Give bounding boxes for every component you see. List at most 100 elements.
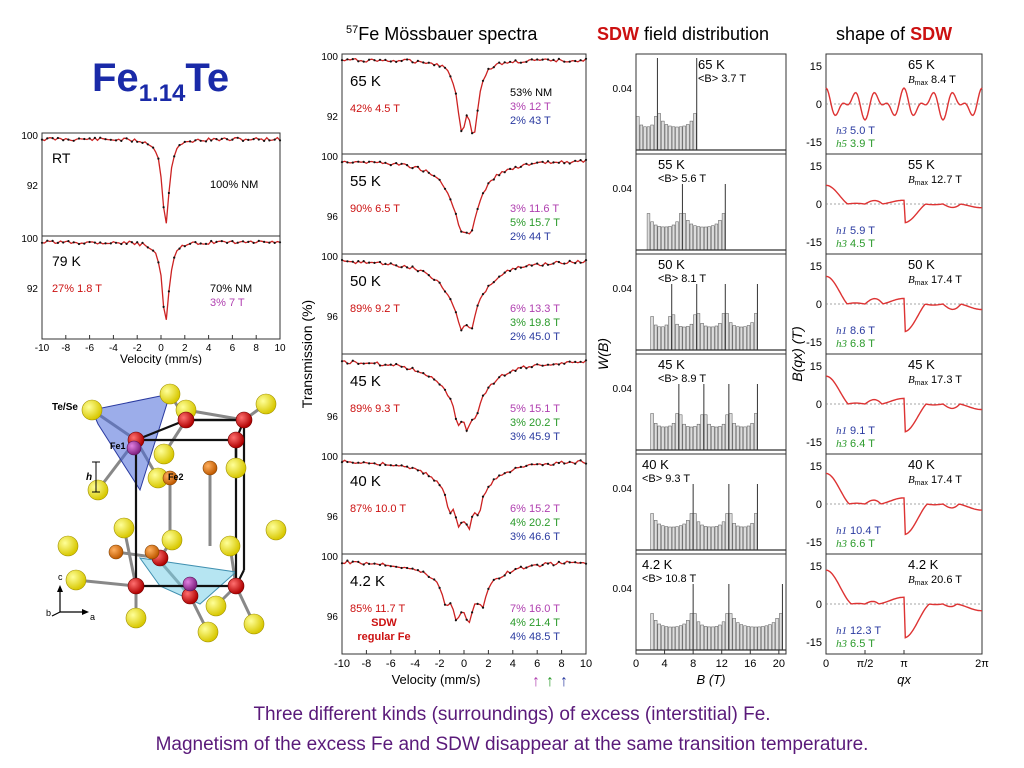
moss-spectrum-data-point [427, 61, 430, 64]
x-tick-label: -10 [35, 343, 50, 354]
harmonic-label: h1 12.3 T [836, 625, 881, 637]
left-spectrum-data-point [273, 138, 276, 141]
x-axis-label: Velocity (mm/s) [392, 672, 481, 687]
distribution-bar [671, 126, 676, 151]
left-spectrum-data-point [194, 241, 197, 244]
y-tick-label: 0 [816, 499, 822, 511]
moss-spectrum-data-point [454, 619, 457, 622]
te-se-atom [65, 569, 87, 591]
moss-spectrum-data-point [546, 562, 550, 565]
moss-spectrum-data-point [422, 170, 425, 173]
distribution-bar [771, 622, 776, 651]
avg-b-label: <B> 9.3 T [642, 473, 690, 485]
bmax-label: Bmax 17.3 T [908, 374, 962, 387]
moss-spectrum-data-point [579, 459, 582, 462]
distribution-bar [668, 425, 672, 451]
distribution-bar [718, 426, 722, 451]
distribution-bar [743, 625, 747, 651]
moss-spectrum-data-point [378, 160, 382, 163]
moss-spectrum-data-point [563, 462, 566, 465]
moss-spectrum-data-point [460, 129, 463, 133]
distribution-bar [679, 126, 683, 151]
distribution-bar [682, 523, 686, 551]
left-spectrum-data-point [199, 139, 202, 142]
distribution-bar [689, 120, 694, 151]
moss-spectrum-data-point [438, 281, 441, 284]
moss-spectrum-data-point [584, 462, 588, 465]
x-tick-label: 0 [158, 343, 164, 354]
moss-spectrum-data-point [514, 59, 517, 62]
moss-spectrum-data-point [400, 266, 403, 269]
moss-spectrum-data-point [438, 65, 441, 68]
moss-spectrum-data-point [541, 58, 544, 61]
axis-indicator: c b a [46, 572, 95, 622]
moss-spectrum-data-point [465, 114, 468, 117]
moss-spectrum-data-point [503, 472, 506, 475]
sdw-curve [825, 86, 983, 122]
left-spectrum-data-point [83, 242, 86, 245]
left-spectrum-data-point [72, 241, 75, 244]
fe-atom [127, 577, 145, 595]
distribution-bar [682, 213, 686, 251]
distribution-bar [732, 423, 736, 451]
distribution-bar [650, 221, 654, 251]
moss-spectrum-data-point [357, 362, 360, 365]
left-spectrum-data-point [183, 140, 186, 143]
distribution-bar [664, 526, 669, 551]
moss-spectrum-data-point [368, 362, 371, 365]
distribution-bar [736, 622, 740, 651]
moss-spectrum-data-point [568, 162, 571, 165]
moss-spectrum-data-point [346, 559, 349, 562]
te-se-atom [205, 595, 227, 617]
panel-annotation: 2% 43 T [510, 115, 551, 127]
distribution-bar [729, 413, 733, 451]
distribution-bar [739, 624, 744, 651]
left-spectrum-data-point [93, 241, 96, 244]
moss-spectrum-data-point [509, 60, 512, 63]
y-tick-label: 15 [810, 461, 822, 473]
avg-b-label: <B> 5.6 T [658, 173, 706, 185]
distribution-bar [664, 226, 669, 251]
moss-spectrum-data-point [503, 374, 506, 377]
left-spectrum-data-point [162, 206, 165, 209]
left-spectrum-data-point [72, 139, 75, 142]
moss-spectrum-data-point [492, 478, 495, 481]
left-spectrum-data-point [178, 144, 181, 147]
moss-spectrum-data-point [362, 362, 365, 365]
distribution-bar [693, 613, 697, 651]
moss-spectrum-data-point [416, 165, 419, 168]
left-spectrum-data-point [210, 239, 213, 243]
distribution-bar [732, 523, 736, 551]
distribution-bar [746, 425, 751, 451]
distribution-bar [714, 223, 719, 251]
moss-spectrum-data-point [340, 461, 344, 464]
distribution-bar [654, 224, 658, 251]
moss-spectrum-data-point [579, 159, 582, 162]
moss-spectrum-data-point [340, 161, 344, 164]
left-spectrum-data-point [199, 242, 202, 245]
left-spectrum-data-point [46, 137, 49, 140]
page-title: Fe1.14Te [92, 56, 230, 107]
distribution-bar [675, 413, 679, 451]
distribution-bar [729, 613, 733, 651]
left-spectrum-data-point [120, 139, 123, 142]
moss-spectrum-data-point [368, 58, 371, 61]
distribution-bar [729, 513, 733, 551]
harmonic-label: h1 5.9 T [836, 225, 875, 237]
sdw-curve [825, 184, 982, 224]
moss-spectrum-data-point [460, 329, 463, 332]
avg-b-label: <B> 8.9 T [658, 373, 706, 385]
moss-spectrum-data-point [574, 360, 577, 363]
moss-spectrum-data-point [378, 58, 382, 61]
moss-spectrum-data-point [471, 418, 474, 421]
y-tick-label: 92 [27, 181, 39, 192]
moss-spectrum-data-point [449, 75, 452, 78]
distribution-bar [721, 213, 726, 251]
y-tick-label: 96 [327, 212, 339, 223]
x-tick-label: 8 [559, 658, 565, 670]
moss-spectrum-data-point [373, 261, 376, 264]
x-tick-label: 2 [485, 658, 491, 670]
mossbauer-heading: 57Fe Mössbauer spectra [346, 24, 538, 44]
moss-spectrum-data-point [519, 465, 522, 468]
moss-spectrum-data-point [433, 578, 436, 581]
